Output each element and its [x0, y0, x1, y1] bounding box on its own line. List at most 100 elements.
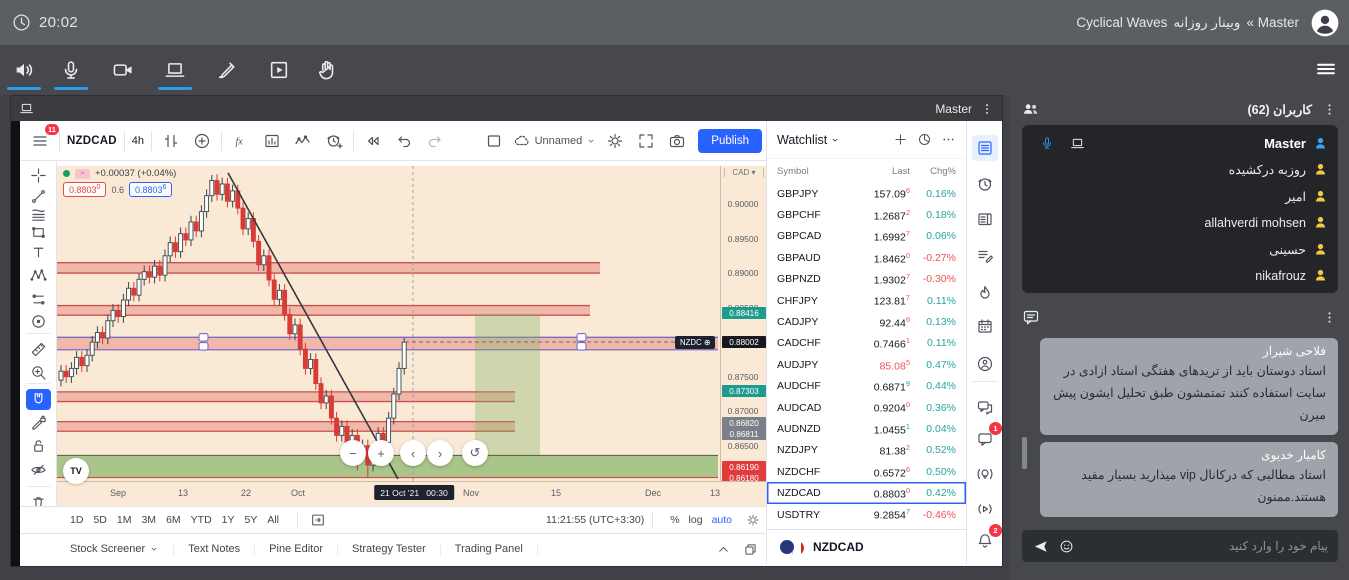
fib-tool-icon[interactable]: [26, 204, 51, 225]
range-6M[interactable]: 6M: [166, 514, 181, 526]
price-axis[interactable]: CAD ▾0.900000.895000.890000.885000.87500…: [720, 166, 766, 481]
settings-gear-icon[interactable]: [603, 129, 627, 153]
go-to-date-icon[interactable]: [306, 508, 330, 532]
eye-cross-tool-icon[interactable]: [26, 459, 51, 480]
percent-scale-button[interactable]: %: [670, 514, 680, 526]
bell-icon[interactable]: 2: [972, 524, 1002, 554]
zoom-in-tool-icon[interactable]: [26, 362, 51, 383]
log-scale-button[interactable]: log: [688, 514, 703, 526]
watchlist-row-chfjpy[interactable]: CHFJPY 123.817 0.11%: [777, 293, 956, 308]
send-icon[interactable]: [1032, 538, 1049, 555]
user-row[interactable]: allahverdi mohsen: [1032, 210, 1328, 237]
tv-chart[interactable]: CAD ▾0.900000.895000.890000.885000.87500…: [57, 166, 766, 506]
add-symbol-icon[interactable]: [893, 132, 908, 147]
user-row[interactable]: Master: [1032, 130, 1328, 157]
watchlist-row-cadjpy[interactable]: CADJPY 92.446 0.13%: [777, 314, 956, 330]
watchlist-row-audcad[interactable]: AUDCAD 0.92040 0.36%: [777, 400, 956, 415]
watchlist-row-gbpaud[interactable]: GBPAUD 1.84620 -0.27%: [777, 250, 956, 266]
snapshot-camera-icon[interactable]: [665, 129, 689, 153]
layout-icon[interactable]: [482, 129, 506, 153]
kebab-icon[interactable]: [1322, 102, 1337, 117]
chat-message[interactable]: فلاحی شیراز استاد دوستان باید از تریدهای…: [1040, 338, 1338, 435]
interval-button[interactable]: 4h: [131, 134, 144, 147]
sell-price-box[interactable]: 0.88030: [63, 182, 107, 197]
chart-clock[interactable]: 11:21:55 (UTC+3:30): [546, 514, 645, 526]
tv-menu-icon[interactable]: 11: [28, 123, 59, 153]
redo-icon[interactable]: [423, 129, 447, 153]
range-3M[interactable]: 3M: [141, 514, 157, 526]
alarm-clock-icon[interactable]: [972, 171, 998, 197]
watchlist-row-nzdcad[interactable]: NZDCAD 0.88030 0.42%: [767, 482, 966, 503]
sector-pie-icon[interactable]: [917, 132, 932, 147]
calendar-icon[interactable]: [972, 313, 998, 339]
watchlist-row-nzdchf[interactable]: NZDCHF 0.65726 0.50%: [777, 464, 956, 480]
bullseye-tool-icon[interactable]: [26, 311, 51, 332]
mic-button[interactable]: [54, 45, 88, 95]
watchlist-row-audjpy[interactable]: AUDJPY 85.085 0.47%: [777, 357, 956, 373]
menu-hamburger-icon[interactable]: [1315, 58, 1337, 80]
tab-stock-screener[interactable]: Stock Screener: [70, 543, 175, 555]
chart-nav-button[interactable]: −: [340, 440, 366, 466]
collapse-panel-icon[interactable]: [716, 542, 731, 557]
flame-icon[interactable]: [972, 280, 998, 306]
list-pen-icon[interactable]: [972, 243, 998, 269]
watchlist-row-gbpjpy[interactable]: GBPJPY 157.096 0.16%: [777, 186, 956, 201]
screen-button[interactable]: [158, 45, 192, 95]
tab-trading-panel[interactable]: Trading Panel: [455, 543, 538, 555]
watchlist-row-gbpcad[interactable]: GBPCAD 1.69927 0.06%: [777, 229, 956, 244]
indicator-templates-icon[interactable]: [260, 129, 284, 153]
tab-text-notes[interactable]: Text Notes: [188, 543, 256, 555]
layout-name-button[interactable]: Unnamed: [513, 132, 597, 150]
kebab-icon[interactable]: [980, 102, 994, 116]
rectangle-tool-icon[interactable]: [26, 222, 51, 243]
range-All[interactable]: All: [267, 514, 280, 526]
chats-icon[interactable]: [972, 395, 998, 421]
watchlist-row-audchf[interactable]: AUDCHF 0.68719 0.44%: [777, 378, 956, 394]
player-button[interactable]: [262, 45, 296, 95]
chat-bubble-icon[interactable]: 1: [972, 422, 1002, 452]
brush-button[interactable]: [210, 45, 244, 95]
watchlist-row-gbpchf[interactable]: GBPCHF 1.26872 0.18%: [777, 207, 956, 223]
tab-strategy-tester[interactable]: Strategy Tester: [352, 543, 441, 555]
time-axis[interactable]: Sep 13 22 Oct Nov 15 Dec 13 21 Oct '21 00:30: [57, 481, 766, 506]
hand-button[interactable]: [310, 45, 344, 95]
chart-canvas[interactable]: [57, 166, 720, 481]
auto-scale-button[interactable]: auto: [711, 514, 732, 526]
ruler-tool-icon[interactable]: [26, 339, 51, 360]
fullscreen-icon[interactable]: [634, 129, 658, 153]
user-row[interactable]: امیر: [1032, 183, 1328, 210]
compare-icon[interactable]: [190, 129, 214, 153]
chat-input-placeholder[interactable]: پیام خود را وارد کنید: [1229, 539, 1328, 553]
user-row[interactable]: nikafrouz: [1032, 263, 1328, 290]
range-YTD[interactable]: YTD: [190, 514, 212, 526]
camera-button[interactable]: [106, 45, 140, 95]
range-5Y[interactable]: 5Y: [244, 514, 258, 526]
news-icon[interactable]: [972, 206, 998, 232]
trendline-tool-icon[interactable]: [26, 186, 51, 207]
crosshair-tool-icon[interactable]: [26, 165, 51, 186]
speaker-button[interactable]: [7, 45, 41, 95]
broadcast-icon[interactable]: [972, 496, 998, 522]
chat-input-bar[interactable]: پیام خود را وارد کنید: [1022, 530, 1338, 562]
avatar-icon[interactable]: [1311, 9, 1339, 37]
replay-icon[interactable]: [361, 129, 385, 153]
chart-nav-button[interactable]: ↺: [462, 440, 488, 466]
user-row[interactable]: حسینی: [1032, 236, 1328, 263]
magnet-tool-icon[interactable]: [26, 389, 51, 410]
bar-style-icon[interactable]: [159, 129, 183, 153]
watchlist-row-audnzd[interactable]: AUDNZD 1.04551 0.04%: [777, 421, 956, 437]
window-restore-icon[interactable]: [743, 542, 758, 557]
kebab-icon[interactable]: [1322, 310, 1337, 325]
watchlist-row-usdtry[interactable]: USDTRY 9.28547 -0.46%: [777, 507, 956, 522]
chat-message[interactable]: کامیار خدیوی استاد مطالبی که درکانال vip…: [1040, 442, 1338, 517]
chart-nav-button[interactable]: ‹: [400, 440, 426, 466]
users-list[interactable]: Master روزبه درکشیده امیر allahverdi moh…: [1022, 125, 1338, 293]
tab-pine-editor[interactable]: Pine Editor: [269, 543, 338, 555]
alert-icon[interactable]: [322, 129, 346, 153]
buy-price-box[interactable]: 0.88036: [128, 182, 173, 197]
watchlist-list-icon[interactable]: [972, 135, 998, 161]
publish-button[interactable]: Publish: [698, 128, 762, 153]
idea-person-icon[interactable]: [972, 351, 998, 377]
watchlist-title[interactable]: Watchlist: [777, 133, 840, 147]
indicators-icon[interactable]: fx: [229, 129, 253, 153]
